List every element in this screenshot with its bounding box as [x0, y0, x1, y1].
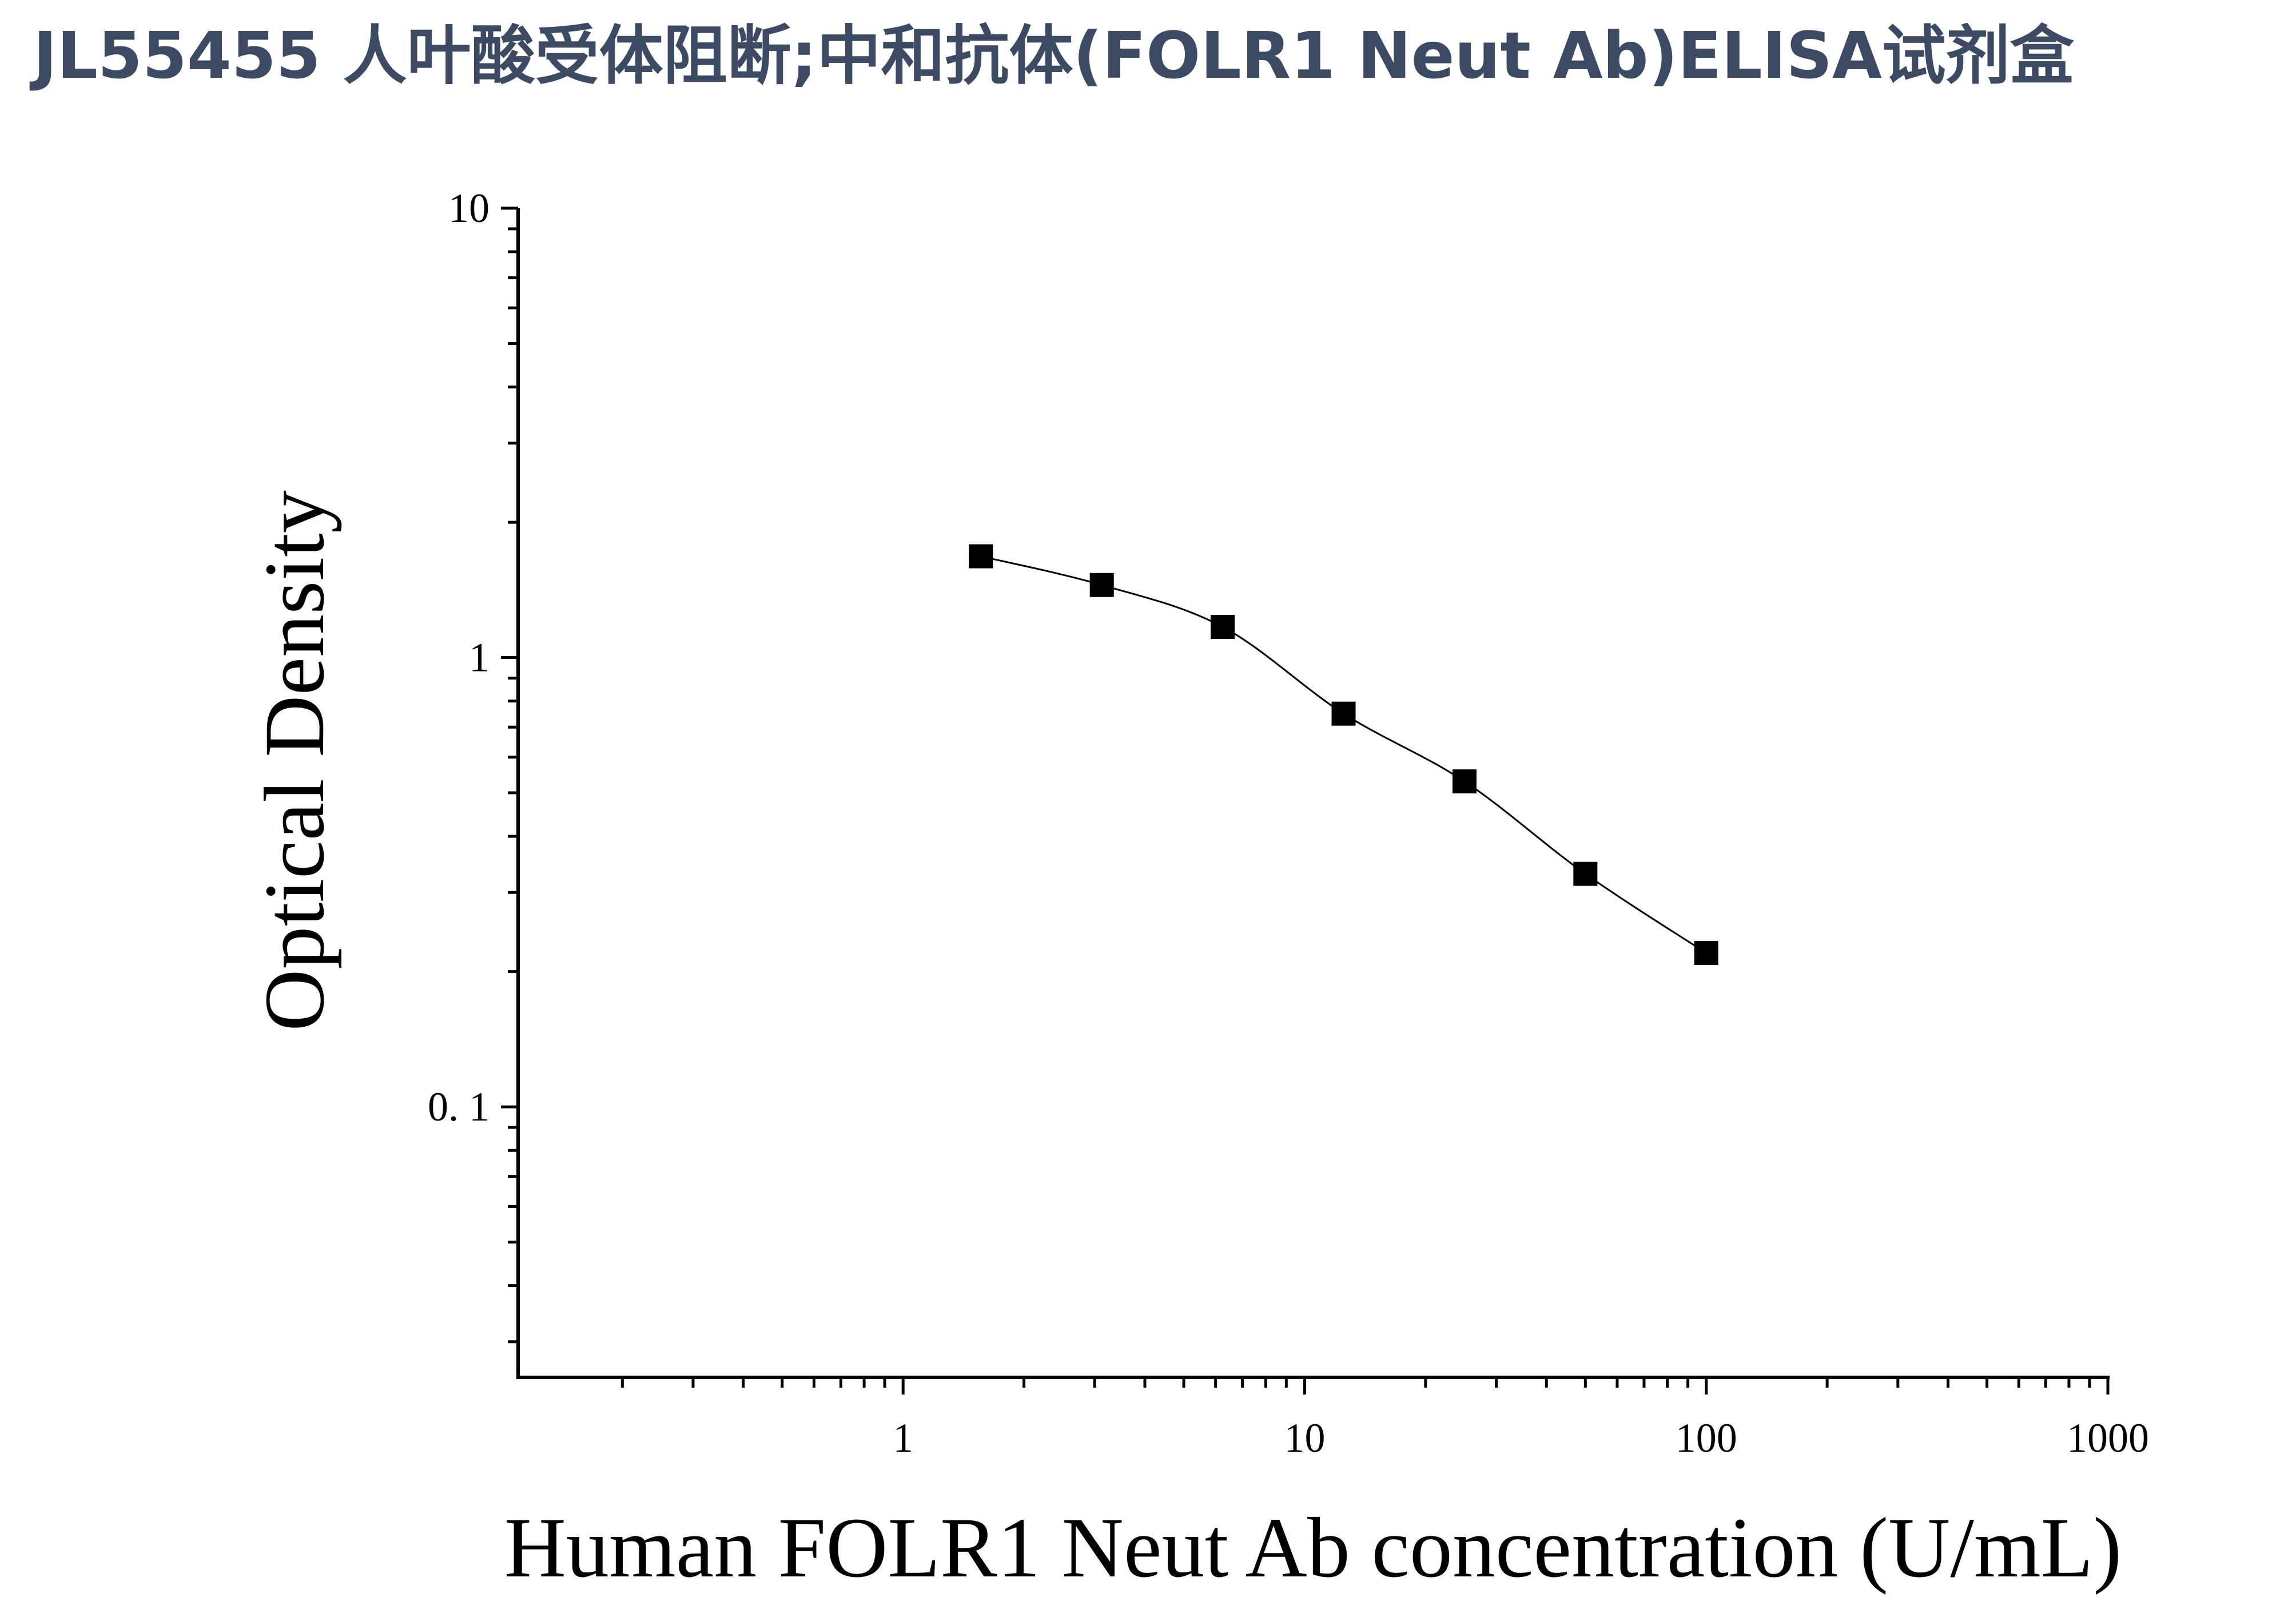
y-tick-label: 0. 1: [428, 1084, 490, 1130]
axis-labels: 1 10 100 1000 0. 1 1 10 Human FOLR1 Neut Ab con…: [247, 185, 2149, 1595]
x-tick-label: 1000: [2067, 1415, 2149, 1461]
x-axis-title: Human FOLR1 Neut Ab concentration (U/mL): [504, 1500, 2122, 1595]
data-points: [969, 544, 1718, 966]
data-point-marker: [1452, 769, 1477, 794]
fit-curve-layer: [980, 555, 1707, 954]
y-tick-label: 10: [448, 185, 490, 231]
page-title: JL55455 人叶酸受体阻断;中和抗体(FOLR1 Neut Ab)ELISA…: [33, 19, 2074, 93]
data-point-marker: [1573, 861, 1598, 886]
fit-curve: [980, 555, 1707, 954]
x-tick-label: 10: [1284, 1415, 1325, 1461]
x-tick-label: 1: [893, 1415, 913, 1461]
data-point-marker: [1089, 573, 1114, 597]
data-point-marker: [1211, 614, 1235, 639]
y-tick-label: 1: [469, 635, 490, 681]
y-axis-title: Optical Density: [247, 490, 342, 1031]
data-point-marker: [1331, 701, 1356, 726]
x-tick-label: 100: [1676, 1415, 1737, 1461]
data-point-marker: [1694, 941, 1718, 966]
data-point-marker: [969, 544, 993, 569]
axes: [501, 206, 2110, 1395]
